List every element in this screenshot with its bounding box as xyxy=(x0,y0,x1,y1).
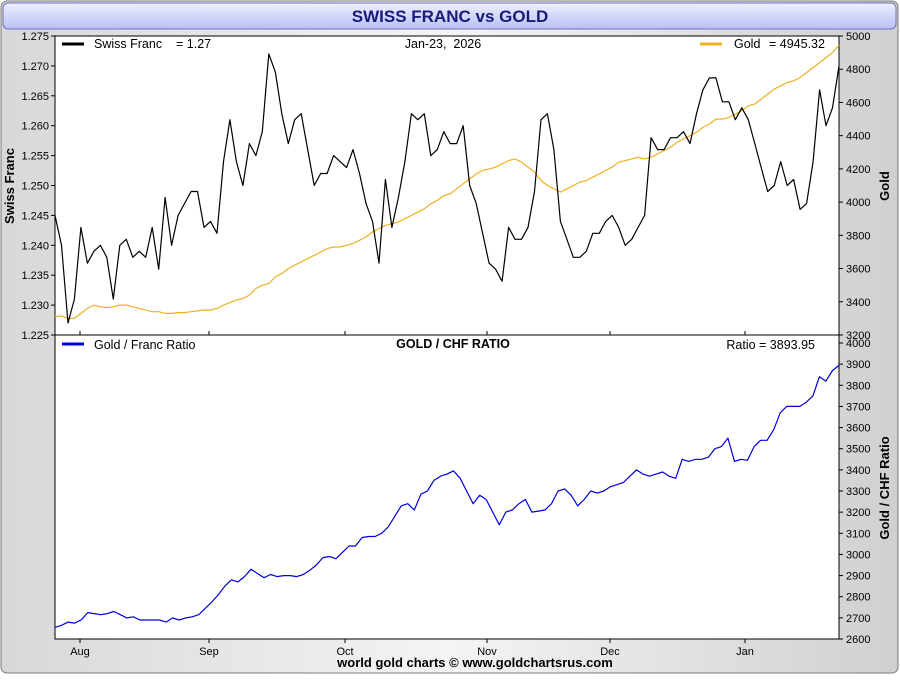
xtick-label: Dec xyxy=(600,646,620,658)
legend-ratio-value: Ratio = 3893.95 xyxy=(726,338,815,352)
xtick-label: Sep xyxy=(199,646,219,658)
ytick-ratio-label: 3100 xyxy=(846,528,870,540)
ytick-ratio-label: 3700 xyxy=(846,401,870,413)
ytick-left-label: 1.265 xyxy=(21,91,49,103)
ytick-ratio-label: 3600 xyxy=(846,423,870,435)
ytick-ratio-label: 4000 xyxy=(846,338,870,350)
legend-franc-value: = 1.27 xyxy=(176,37,211,51)
axes-layer: 1.275 1.270 1.265 1.260 1.255 1.250 1.245 1.240… xyxy=(21,31,870,658)
ytick-right-label: 3600 xyxy=(846,264,870,276)
ytick-left-label: 1.250 xyxy=(21,181,49,193)
ytick-right-label: 4600 xyxy=(846,97,870,109)
lower-plot-area xyxy=(54,334,840,640)
ytick-left-label: 1.275 xyxy=(21,31,49,43)
ytick-right-label: 3200 xyxy=(846,330,870,342)
footer-credit: world gold charts © www.goldchartsrus.co… xyxy=(336,655,613,670)
ratio-series-line xyxy=(54,364,840,628)
xtick-label: Jan xyxy=(736,646,754,658)
xtick-label: Oct xyxy=(336,646,353,658)
ytick-right-label: 5000 xyxy=(846,31,870,43)
ytick-left-label: 1.255 xyxy=(21,151,49,163)
ytick-ratio-label: 3900 xyxy=(846,359,870,371)
ytick-ratio-label: 3000 xyxy=(846,549,870,561)
gold-series-line xyxy=(54,44,840,319)
ytick-left-label: 1.235 xyxy=(21,270,49,282)
franc-series-line xyxy=(54,53,840,324)
ytick-right-label: 4400 xyxy=(846,131,870,143)
ytick-left-label: 1.230 xyxy=(21,300,49,312)
upper-plot-area xyxy=(54,35,840,336)
ytick-ratio-label: 3800 xyxy=(846,380,870,392)
ytick-right-label: 4000 xyxy=(846,197,870,209)
ylabel-ratio: Gold / CHF Ratio xyxy=(877,436,892,539)
xtick-label: Aug xyxy=(70,646,90,658)
legend-franc-label: Swiss Franc xyxy=(94,37,162,51)
ytick-ratio-label: 3300 xyxy=(846,486,870,498)
legend-gold-value: = 4945.32 xyxy=(769,37,825,51)
ytick-ratio-label: 3400 xyxy=(846,465,870,477)
series-layer xyxy=(54,44,840,628)
ylabel-swiss-franc: Swiss Franc xyxy=(2,148,17,224)
ytick-right-label: 4200 xyxy=(846,164,870,176)
ratio-panel-title: GOLD / CHF RATIO xyxy=(396,337,510,351)
ytick-ratio-label: 3500 xyxy=(846,444,870,456)
ylabel-gold: Gold xyxy=(877,171,892,201)
xtick-label: Nov xyxy=(477,646,497,658)
ytick-ratio-label: 2800 xyxy=(846,592,870,604)
ytick-right-label: 4800 xyxy=(846,64,870,76)
date-label: Jan-23, 2026 xyxy=(405,37,481,51)
title-bar xyxy=(2,2,897,30)
ytick-ratio-label: 2600 xyxy=(846,634,870,646)
chart-title: SWISS FRANC vs GOLD xyxy=(352,7,548,26)
ytick-right-label: 3800 xyxy=(846,230,870,242)
ytick-left-label: 1.225 xyxy=(21,330,49,342)
ytick-left-label: 1.240 xyxy=(21,240,49,252)
ytick-ratio-label: 3200 xyxy=(846,507,870,519)
legend-gold-label: Gold xyxy=(734,37,760,51)
ytick-right-label: 3400 xyxy=(846,297,870,309)
ytick-ratio-label: 2900 xyxy=(846,571,870,583)
ytick-left-label: 1.270 xyxy=(21,61,49,73)
ytick-left-label: 1.245 xyxy=(21,210,49,222)
ytick-ratio-label: 2700 xyxy=(846,613,870,625)
legend-ratio-label: Gold / Franc Ratio xyxy=(94,338,195,352)
ytick-left-label: 1.260 xyxy=(21,121,49,133)
